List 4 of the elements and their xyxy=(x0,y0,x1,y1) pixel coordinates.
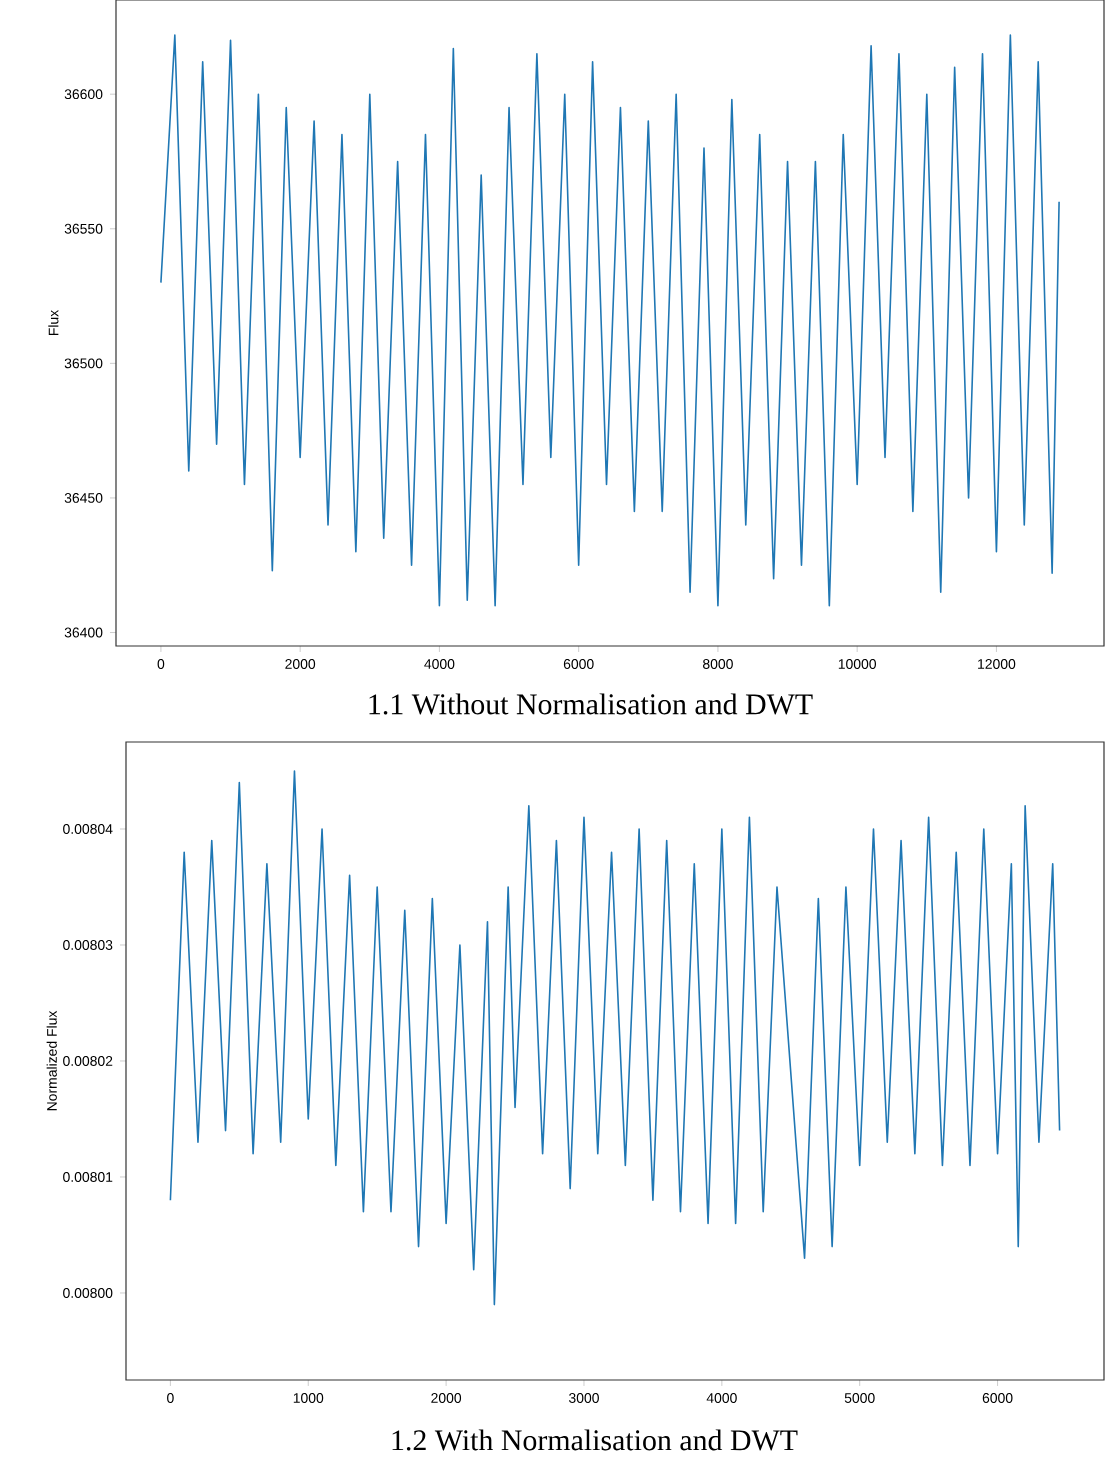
text: 1.2 With Normalisation and DWT xyxy=(392,1429,798,1451)
text: 1.1 Without Normalisation and DWT xyxy=(369,693,813,715)
line-series xyxy=(160,34,1060,607)
line-series xyxy=(169,770,1061,1306)
